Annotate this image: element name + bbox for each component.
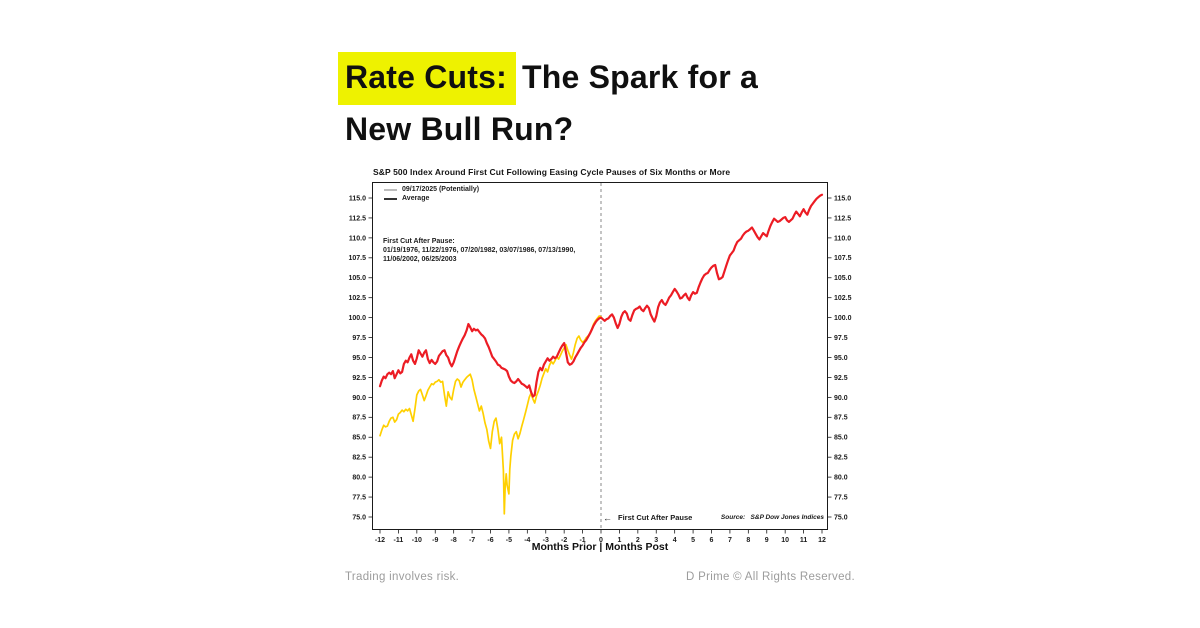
footer-copyright: D Prime © All Rights Reserved. [686, 571, 855, 583]
svg-text:92.5: 92.5 [352, 375, 366, 382]
chart-legend: 09/17/2025 (Potentially) Average [384, 185, 479, 203]
svg-text:0: 0 [599, 537, 603, 544]
svg-text:-9: -9 [432, 537, 438, 544]
svg-text:77.5: 77.5 [352, 494, 366, 501]
legend-item-average: Average [384, 194, 479, 203]
svg-text:1: 1 [617, 537, 621, 544]
headline-rest: The Spark for a [522, 59, 758, 95]
svg-text:85.0: 85.0 [834, 435, 848, 442]
svg-text:80.0: 80.0 [834, 475, 848, 482]
plot-svg: 75.0 75.0 77.5 77.5 80.0 80.0 82.5 82.5 85.0 85.0… [348, 182, 852, 544]
svg-text:112.5: 112.5 [349, 215, 366, 222]
svg-text:100.0: 100.0 [348, 315, 366, 322]
svg-text:115.0: 115.0 [349, 195, 366, 202]
page-title: Rate Cuts: The Spark for a New Bull Run? [338, 52, 758, 154]
svg-text:75.0: 75.0 [834, 514, 848, 521]
svg-text:75.0: 75.0 [352, 514, 366, 521]
svg-text:87.5: 87.5 [352, 415, 366, 422]
svg-text:6: 6 [710, 537, 714, 544]
svg-text:92.5: 92.5 [834, 375, 848, 382]
svg-text:82.5: 82.5 [834, 455, 848, 462]
svg-text:2: 2 [636, 537, 640, 544]
svg-text:8: 8 [746, 537, 750, 544]
svg-text:77.5: 77.5 [834, 494, 848, 501]
sp500-chart: S&P 500 Index Around First Cut Following… [340, 160, 860, 560]
pause-note-title: First Cut After Pause: [383, 238, 455, 245]
svg-text:-7: -7 [469, 537, 475, 544]
svg-text:-4: -4 [524, 537, 530, 544]
headline-line2: New Bull Run? [345, 111, 574, 147]
svg-text:112.5: 112.5 [834, 215, 851, 222]
legend-item-2025: 09/17/2025 (Potentially) [384, 185, 479, 194]
first-cut-label: First Cut After Pause [618, 513, 693, 522]
svg-text:110.0: 110.0 [349, 235, 366, 242]
svg-text:102.5: 102.5 [348, 295, 366, 302]
svg-text:97.5: 97.5 [834, 335, 848, 342]
chart-title: S&P 500 Index Around First Cut Following… [373, 167, 731, 177]
svg-text:-6: -6 [487, 537, 493, 544]
pause-note-dates-1: 01/19/1976, 11/22/1976, 07/20/1982, 03/0… [383, 247, 576, 254]
svg-text:97.5: 97.5 [352, 335, 366, 342]
svg-text:105.0: 105.0 [348, 275, 366, 282]
svg-text:95.0: 95.0 [352, 355, 366, 362]
svg-text:-3: -3 [543, 537, 549, 544]
legend-swatch-average [384, 197, 397, 200]
svg-text:95.0: 95.0 [834, 355, 848, 362]
svg-text:-10: -10 [412, 537, 422, 544]
svg-text:105.0: 105.0 [834, 275, 852, 282]
svg-text:7: 7 [728, 537, 732, 544]
svg-text:-1: -1 [579, 537, 585, 544]
svg-text:85.0: 85.0 [352, 435, 366, 442]
svg-text:-12: -12 [375, 537, 385, 544]
pause-dates-annotation: First Cut After Pause: 01/19/1976, 11/22… [383, 237, 575, 264]
legend-label-2025: 09/17/2025 (Potentially) [402, 186, 480, 193]
svg-text:-2: -2 [561, 537, 567, 544]
svg-text:-11: -11 [394, 537, 404, 544]
svg-text:5: 5 [691, 537, 695, 544]
headline-highlight: Rate Cuts: [338, 52, 517, 105]
x-axis-title: Months Prior | Months Post [531, 541, 669, 553]
first-cut-annotation: ← First Cut After Pause [603, 513, 692, 522]
svg-text:4: 4 [673, 537, 677, 544]
legend-label-average: Average [402, 195, 430, 202]
svg-text:-8: -8 [451, 537, 457, 544]
svg-text:11: 11 [800, 537, 808, 544]
svg-text:90.0: 90.0 [834, 395, 848, 402]
svg-text:115.0: 115.0 [834, 195, 851, 202]
svg-text:3: 3 [654, 537, 658, 544]
svg-text:102.5: 102.5 [834, 295, 852, 302]
footer-disclaimer: Trading involves risk. [345, 571, 460, 583]
svg-text:87.5: 87.5 [834, 415, 848, 422]
svg-text:80.0: 80.0 [352, 475, 366, 482]
legend-swatch-2025 [384, 188, 397, 191]
svg-text:12: 12 [818, 537, 826, 544]
svg-text:82.5: 82.5 [352, 455, 366, 462]
svg-text:-5: -5 [506, 537, 512, 544]
svg-text:107.5: 107.5 [834, 255, 852, 262]
svg-text:107.5: 107.5 [348, 255, 366, 262]
svg-text:9: 9 [765, 537, 769, 544]
svg-text:90.0: 90.0 [352, 395, 366, 402]
left-arrow-icon: ← [603, 512, 612, 523]
svg-text:100.0: 100.0 [834, 315, 852, 322]
svg-text:110.0: 110.0 [834, 235, 851, 242]
pause-note-dates-2: 11/06/2002, 06/25/2003 [383, 256, 457, 263]
source-note: Source: S&P Dow Jones Indices [720, 514, 824, 521]
svg-text:10: 10 [781, 537, 789, 544]
